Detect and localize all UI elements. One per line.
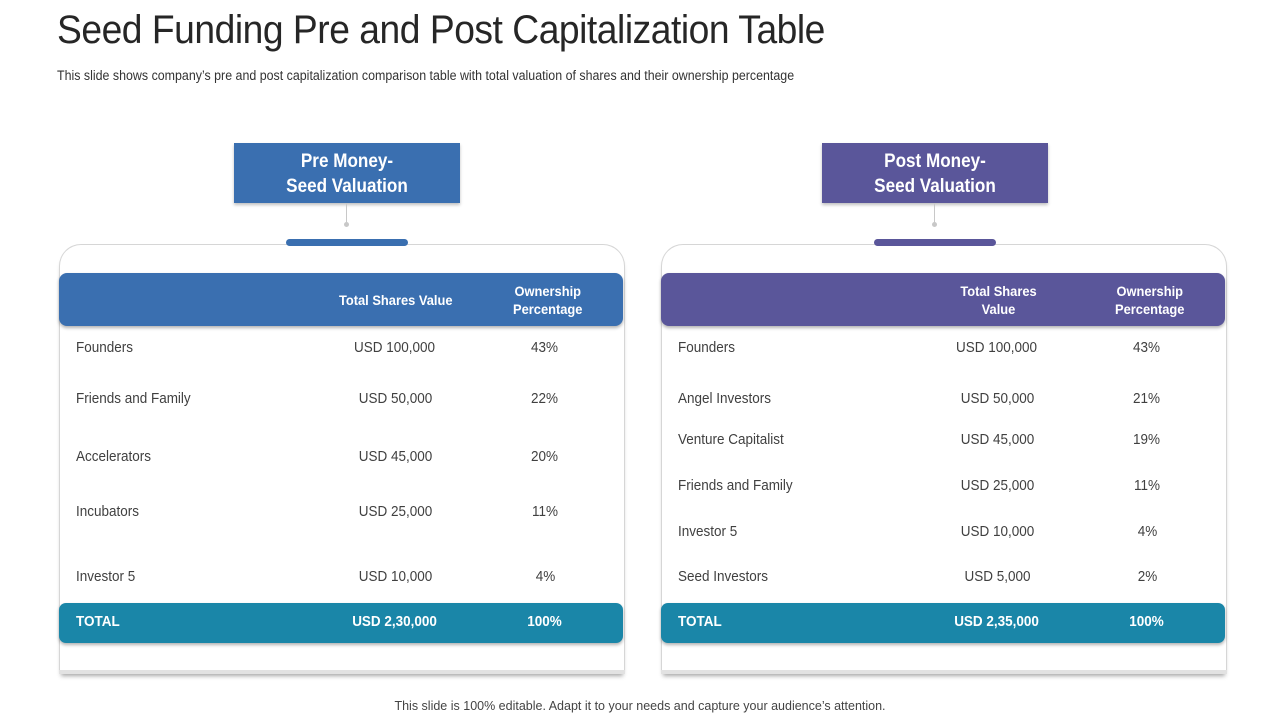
- post-table-header: Total Shares Value Ownership Percentage: [661, 273, 1225, 326]
- pre-connector-dot: [344, 222, 349, 227]
- post-card-tab: [874, 239, 996, 246]
- pre-header-line2: Seed Valuation: [286, 176, 408, 197]
- table-row: Founders USD 100,000 43%: [678, 340, 1161, 356]
- post-header-line1: Post Money-: [884, 151, 986, 172]
- table-row: Founders USD 100,000 43%: [76, 340, 559, 356]
- pre-total-row: TOTAL USD 2,30,000 100%: [59, 603, 623, 643]
- post-card-shadow: [661, 670, 1227, 674]
- pre-card-tab: [286, 239, 408, 246]
- post-header-line2: Seed Valuation: [874, 176, 996, 197]
- page-subtitle: This slide shows company’s pre and post …: [57, 68, 795, 83]
- table-row: Investor 5 USD 10,000 4%: [76, 569, 555, 585]
- table-row: Incubators USD 25,000 11%: [76, 504, 558, 520]
- pre-connector-line: [346, 203, 347, 225]
- pre-table-header: Total Shares Value Ownership Percentage: [59, 273, 623, 326]
- post-total-row: TOTAL USD 2,35,000 100%: [661, 603, 1225, 643]
- pre-card-shadow: [59, 670, 625, 674]
- pre-col-total-shares: Total Shares Value: [339, 291, 453, 308]
- table-row: Friends and Family USD 25,000 11%: [678, 478, 1160, 494]
- table-row: Friends and Family USD 50,000 22%: [76, 391, 559, 407]
- table-row: Angel Investors USD 50,000 21%: [678, 391, 1161, 407]
- pre-col-ownership: Ownership Percentage: [513, 282, 583, 317]
- post-money-panel: Post Money- Seed Valuation Total Shares …: [660, 0, 1228, 720]
- post-connector-line: [934, 203, 935, 225]
- table-row: Venture Capitalist USD 45,000 19%: [678, 432, 1161, 448]
- post-money-header: Post Money- Seed Valuation: [822, 143, 1048, 203]
- page-title: Seed Funding Pre and Post Capitalization…: [57, 8, 825, 52]
- post-col-total-shares: Total Shares Value: [959, 282, 1037, 317]
- slide-footer-note: This slide is 100% editable. Adapt it to…: [394, 699, 886, 713]
- table-row: Accelerators USD 45,000 20%: [76, 449, 559, 465]
- post-col-ownership: Ownership Percentage: [1115, 282, 1185, 317]
- pre-money-header: Pre Money- Seed Valuation: [234, 143, 460, 203]
- table-row: Investor 5 USD 10,000 4%: [678, 524, 1157, 540]
- pre-header-line1: Pre Money-: [300, 151, 394, 172]
- table-row: Seed Investors USD 5,000 2%: [678, 569, 1157, 585]
- post-connector-dot: [932, 222, 937, 227]
- pre-money-panel: Pre Money- Seed Valuation Total Shares V…: [58, 0, 626, 720]
